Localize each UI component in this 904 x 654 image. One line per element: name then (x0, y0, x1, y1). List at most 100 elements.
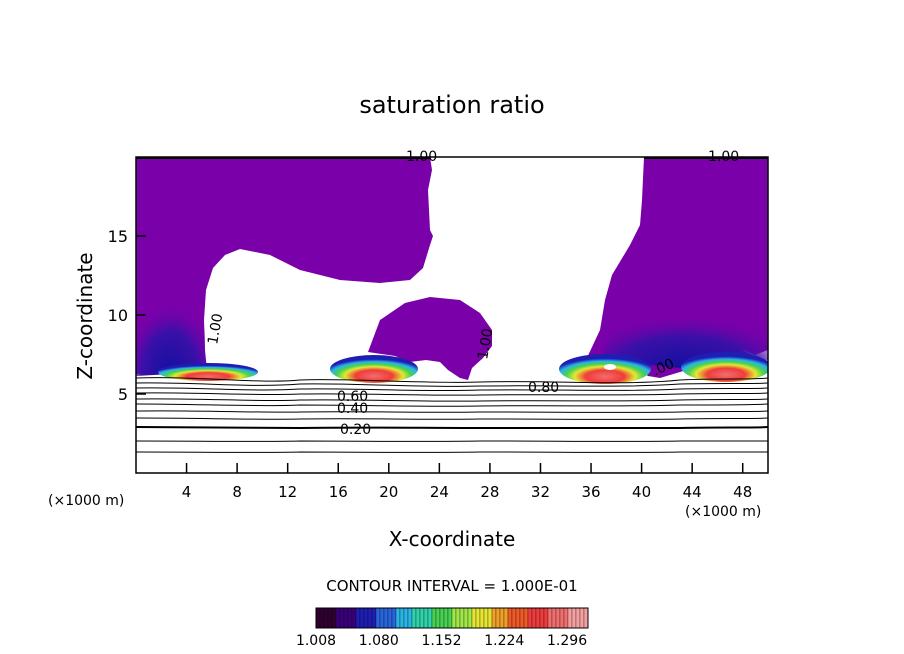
colorbar-swatch (519, 607, 525, 629)
colorbar-swatch (319, 607, 325, 629)
y-axis-ticks: 5 10 15 (108, 227, 146, 404)
x-tick-label: 32 (531, 483, 550, 501)
colorbar-swatch (391, 607, 397, 629)
blue-halo-left (136, 270, 205, 376)
colorbar-swatch (559, 607, 565, 629)
contour-interval-label: CONTOUR INTERVAL = 1.000E-01 (326, 577, 577, 595)
colorbar-swatch (523, 607, 529, 629)
x-tick-label: 16 (329, 483, 348, 501)
colorbar-swatch (547, 607, 553, 629)
blue-halo-right (600, 290, 768, 370)
colorbar-swatch (471, 607, 477, 629)
colorbar-swatch (491, 607, 497, 629)
contour-label: 1.00 (205, 312, 226, 345)
colorbar-swatch (567, 607, 573, 629)
core-blob-3 (559, 354, 651, 384)
contour-label: 0.80 (528, 380, 559, 396)
core-blob-4 (681, 352, 768, 382)
colorbar-tick-label: 1.296 (547, 633, 587, 649)
core-blob-1 (158, 363, 258, 381)
colorbar-swatch (539, 607, 545, 629)
colorbar-swatch (499, 607, 505, 629)
colorbar-swatch (387, 607, 393, 629)
x-tick-label: 8 (232, 483, 242, 501)
chart-title: saturation ratio (359, 91, 544, 119)
colorbar-swatch (403, 607, 409, 629)
y-tick-label: 15 (108, 227, 128, 246)
colorbar (315, 607, 589, 629)
colorbar-tick-label: 1.080 (359, 633, 399, 649)
colorbar-labels: 1.008 1.080 1.152 1.224 1.296 (296, 633, 587, 649)
contour-label: 0.60 (337, 389, 368, 405)
x-tick-label: 36 (581, 483, 600, 501)
x-tick-label: 44 (683, 483, 702, 501)
colorbar-swatch (555, 607, 561, 629)
core-blob-2 (330, 355, 418, 383)
colorbar-swatch (379, 607, 385, 629)
colorbar-swatch (427, 607, 433, 629)
colorbar-swatch (467, 607, 473, 629)
colorbar-swatch (407, 607, 413, 629)
y-axis-title: Z-coordinate (73, 252, 97, 379)
x-tick-label: 40 (632, 483, 651, 501)
colorbar-swatch (507, 607, 513, 629)
x-tick-label: 20 (379, 483, 398, 501)
colorbar-swatch (411, 607, 417, 629)
x-tick-label: 12 (278, 483, 297, 501)
colorbar-swatch (483, 607, 489, 629)
colorbar-swatch (363, 607, 369, 629)
x-tick-label: 24 (430, 483, 449, 501)
x-tick-label: 48 (733, 483, 752, 501)
contour-field (136, 157, 768, 453)
colorbar-swatch (551, 607, 557, 629)
colorbar-swatch (511, 607, 517, 629)
colorbar-swatch (347, 607, 353, 629)
colorbar-swatch (575, 607, 581, 629)
colorbar-swatch (563, 607, 569, 629)
colorbar-swatch (451, 607, 457, 629)
colorbar-swatch (423, 607, 429, 629)
colorbar-swatch (375, 607, 381, 629)
colorbar-tick-label: 1.008 (296, 633, 336, 649)
supersaturated-region-middle (368, 297, 492, 380)
contour-label: 0.40 (337, 401, 368, 417)
colorbar-swatch (515, 607, 521, 629)
colorbar-swatch (415, 607, 421, 629)
colorbar-swatch (339, 607, 345, 629)
colorbar-swatch (343, 607, 349, 629)
colorbar-swatch (335, 607, 341, 629)
y-tick-label: 10 (108, 306, 128, 325)
x-tick-label: 28 (480, 483, 499, 501)
colorbar-swatch (527, 607, 533, 629)
colorbar-swatch (479, 607, 485, 629)
colorbar-swatch (447, 607, 453, 629)
colorbar-swatch (535, 607, 541, 629)
contour-label: 1.00 (475, 327, 496, 360)
colorbar-tick-label: 1.152 (421, 633, 461, 649)
colorbar-swatch (327, 607, 333, 629)
colorbar-swatch (331, 607, 337, 629)
colorbar-swatch (323, 607, 329, 629)
colorbar-swatch (571, 607, 577, 629)
colorbar-swatch (435, 607, 441, 629)
colorbar-swatch (351, 607, 357, 629)
colorbar-frame (315, 607, 589, 629)
x-axis-ticks: 4 8 12 16 20 24 28 32 36 40 44 48 (182, 463, 752, 501)
colorbar-swatch (367, 607, 373, 629)
colorbar-swatch (395, 607, 401, 629)
x-axis-title: X-coordinate (389, 527, 516, 551)
colorbar-swatch (443, 607, 449, 629)
colorbar-swatch (371, 607, 377, 629)
colorbar-swatch (315, 607, 321, 629)
colorbar-swatch (495, 607, 501, 629)
colorbar-swatch (439, 607, 445, 629)
colorbar-swatch (463, 607, 469, 629)
colorbar-swatch (475, 607, 481, 629)
y-tick-label: 5 (118, 385, 128, 404)
colorbar-swatch (355, 607, 361, 629)
colorbar-swatch (583, 607, 589, 629)
supersaturated-region-left (136, 157, 433, 374)
colorbar-swatch (455, 607, 461, 629)
core-highlight-3 (604, 364, 616, 370)
